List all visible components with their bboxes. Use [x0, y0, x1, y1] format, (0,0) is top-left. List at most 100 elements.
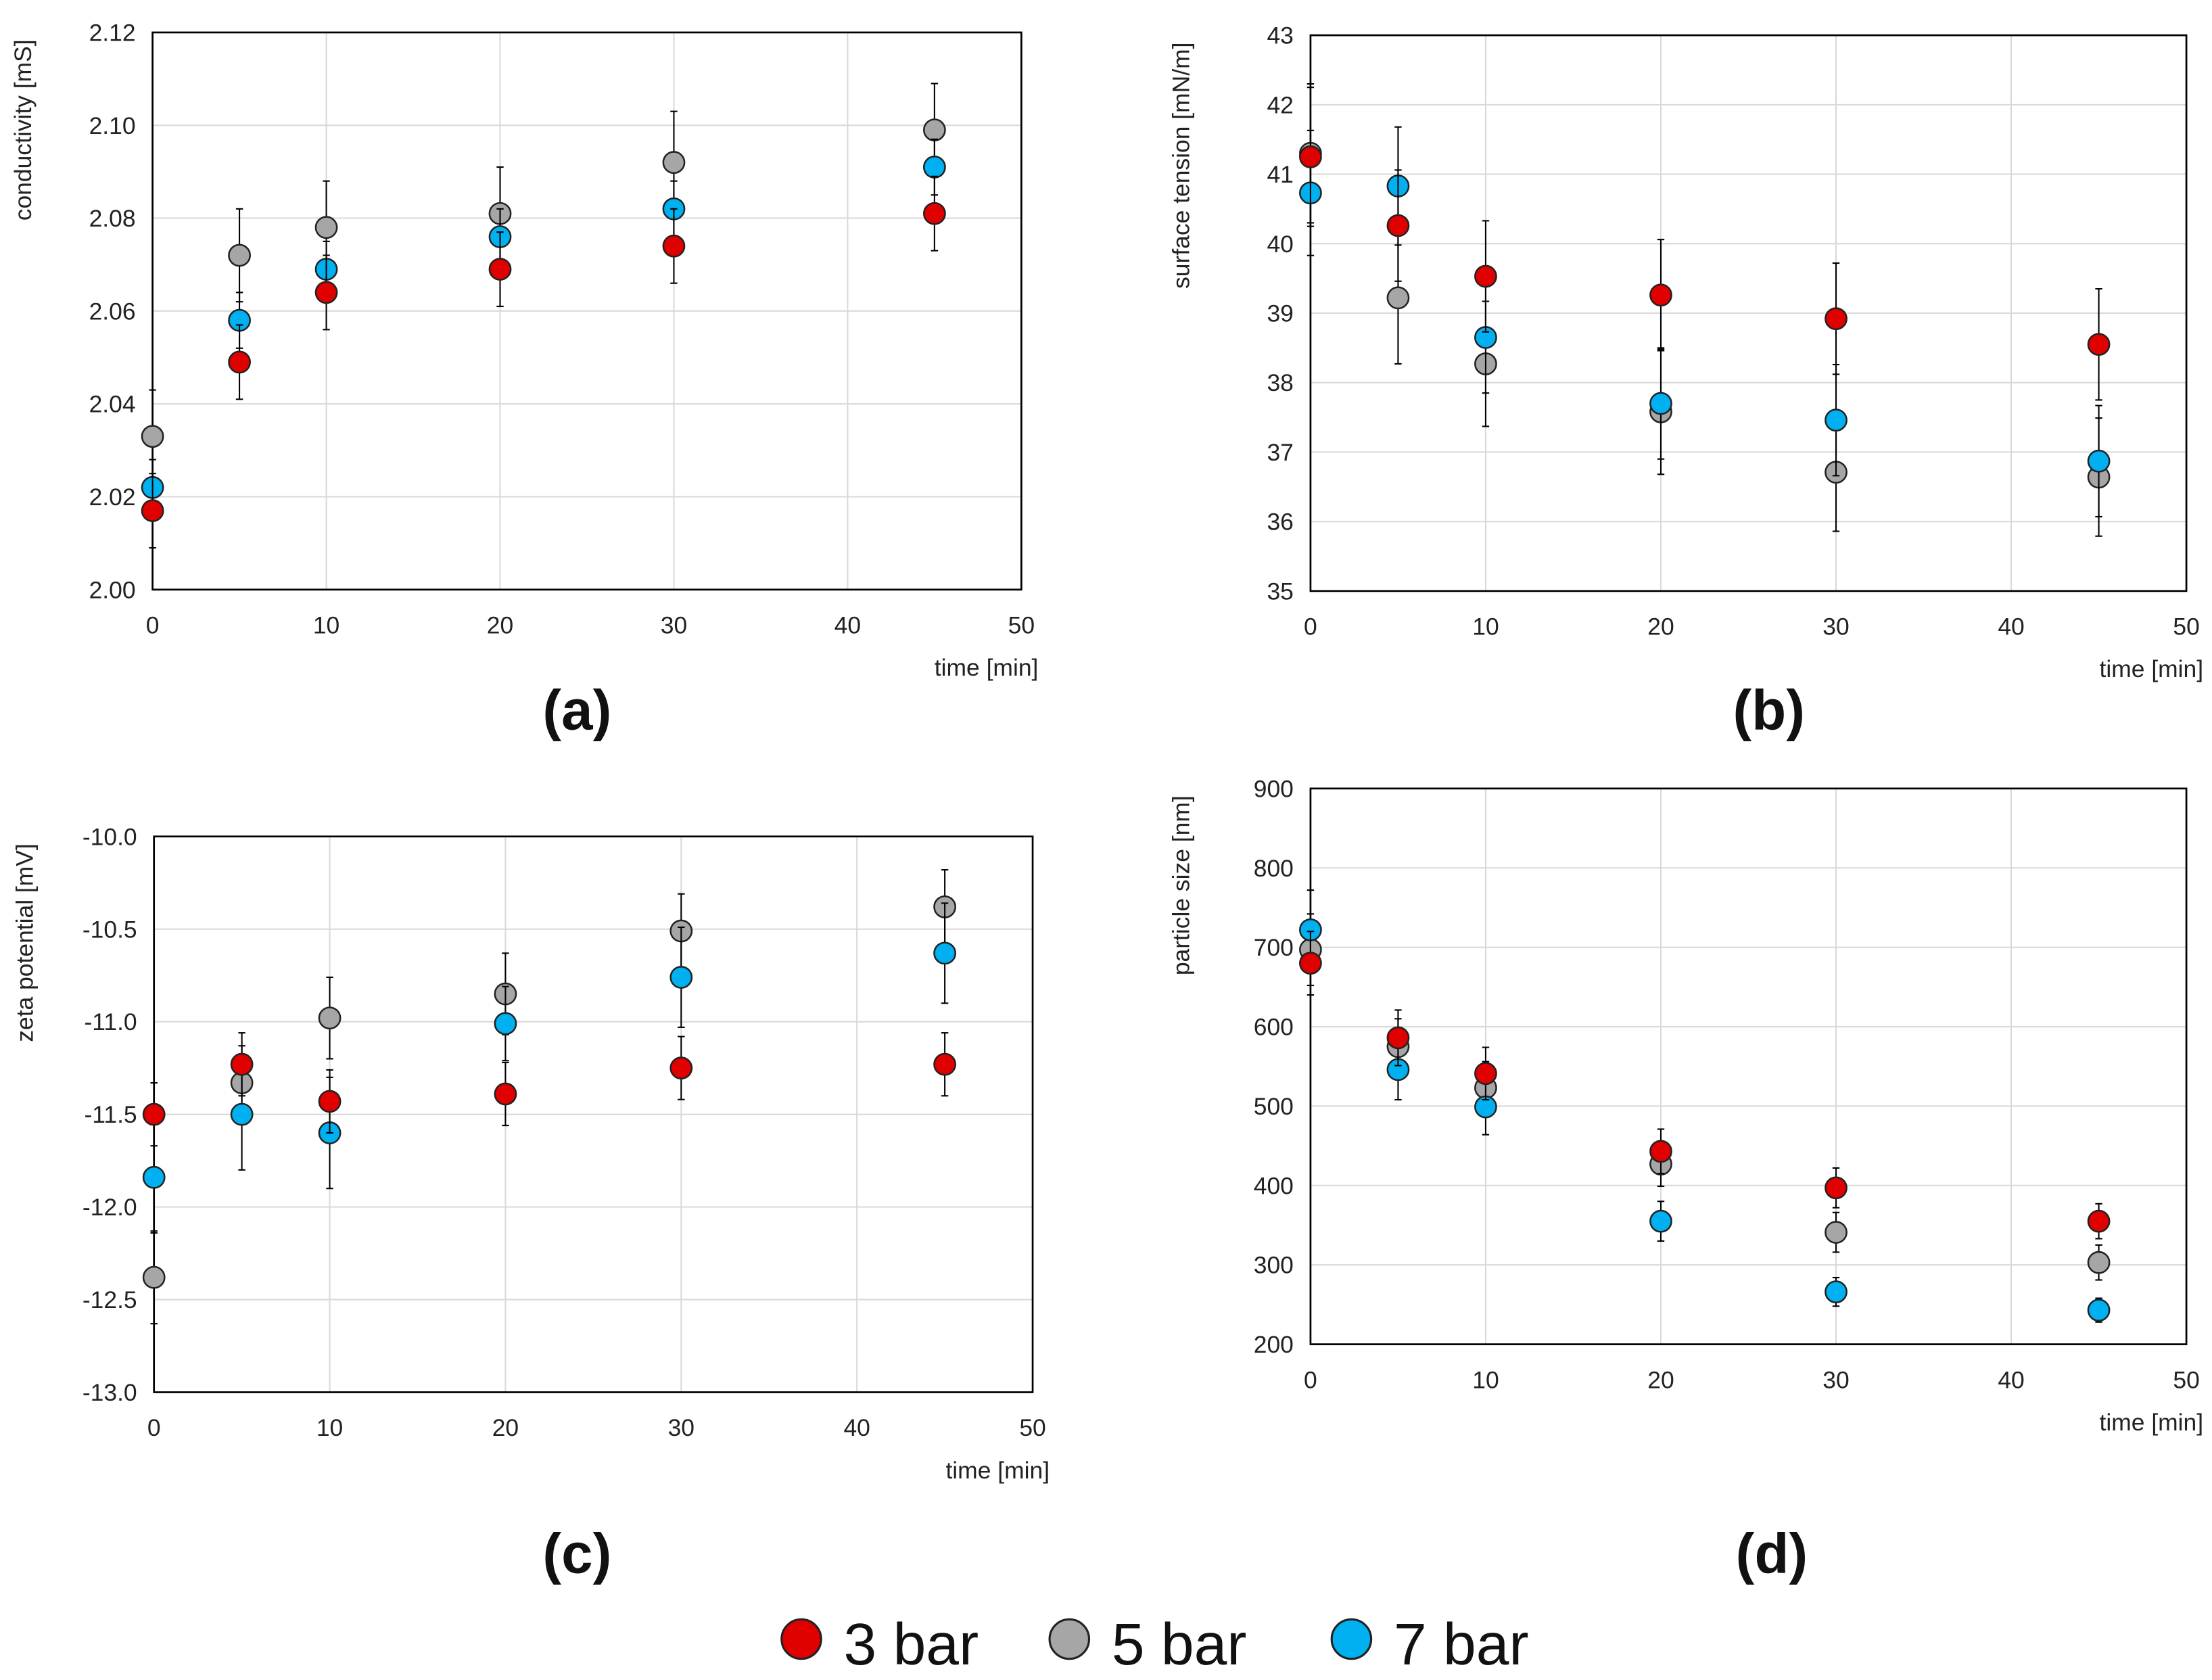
data-point [1299, 145, 1322, 168]
x-tick-label: 50 [2173, 613, 2199, 640]
chart-panel-b: 35 36 37 38 39 40 41 42 43 0 10 20 30 40 50 time [min] s… [1168, 22, 2204, 742]
x-tick-label: 0 [146, 611, 160, 638]
x-tick-label: 0 [1304, 613, 1317, 640]
data-point [2087, 1251, 2111, 1274]
plot-border [151, 31, 1022, 591]
y-tick-label: 2.10 [89, 112, 136, 139]
data-point [1649, 1209, 1672, 1233]
series-7-bar [1299, 126, 2111, 518]
legend-marker [1048, 1618, 1091, 1660]
data-point [1825, 1221, 1848, 1244]
legend-label: 3 bar [844, 1611, 979, 1677]
x-tick-label: 20 [1647, 613, 1674, 640]
y-tick-label: 42 [1267, 91, 1293, 118]
x-axis-label: time [min] [2100, 1409, 2204, 1436]
data-point [314, 216, 338, 239]
data-point [2087, 449, 2111, 473]
y-tick-label: 35 [1267, 578, 1293, 605]
x-tick-label: 30 [661, 611, 687, 638]
data-point [228, 350, 251, 374]
x-tick-label: 20 [1647, 1366, 1674, 1393]
series-3-bar [142, 1032, 957, 1147]
data-point [933, 941, 957, 965]
legend-label: 7 bar [1394, 1611, 1529, 1677]
legend-label: 5 bar [1112, 1611, 1247, 1677]
y-tick-label: 2.08 [89, 205, 136, 232]
y-tick-label: 43 [1267, 22, 1293, 49]
data-point [1386, 214, 1410, 237]
y-tick-label: -10.5 [83, 916, 137, 943]
y-tick-label: 700 [1254, 934, 1294, 961]
legend: 3 bar 5 bar 7 bar [780, 1611, 1529, 1677]
panel-label: (d) [1736, 1521, 1808, 1585]
x-tick-label: 40 [834, 611, 861, 638]
y-axis-label: surface tension [mN/m] [1168, 43, 1195, 289]
data-point [669, 1056, 693, 1080]
y-tick-label: 800 [1254, 855, 1294, 882]
panel-label: (c) [542, 1521, 611, 1585]
panel-label: (b) [1733, 678, 1806, 741]
y-tick-label: -10.0 [83, 823, 137, 850]
plot-border [1309, 34, 2188, 592]
data-point [2087, 1209, 2111, 1233]
y-tick-label: 500 [1254, 1093, 1294, 1120]
legend-item: 5 bar [1048, 1611, 1247, 1677]
x-tick-label: 50 [1008, 611, 1035, 638]
y-tick-label: -11.5 [85, 1101, 137, 1128]
x-tick-label: 10 [1472, 1366, 1499, 1393]
y-tick-label: 400 [1254, 1172, 1294, 1199]
y-tick-label: 2.02 [89, 484, 136, 511]
data-point [1474, 1062, 1497, 1086]
data-point [1825, 307, 1848, 331]
series-3-bar [141, 175, 946, 549]
chart-panel-d: 200 300 400 500 600 700 800 900 0 10 20 30 40 50 time … [1168, 775, 2204, 1585]
x-tick-label: 30 [1822, 1366, 1849, 1393]
data-point [1825, 1176, 1848, 1200]
x-tick-label: 40 [1998, 1366, 2024, 1393]
y-tick-label: 2.12 [89, 19, 136, 46]
y-tick-label: -12.5 [83, 1286, 137, 1313]
data-point [1299, 952, 1322, 975]
y-tick-label: 39 [1267, 300, 1293, 327]
y-tick-label: -11.0 [85, 1008, 137, 1035]
panel-label: (a) [542, 678, 611, 741]
data-point [314, 281, 338, 304]
x-tick-label: 40 [1998, 613, 2024, 640]
legend-item: 7 bar [1330, 1611, 1529, 1677]
data-point [2087, 1299, 2111, 1322]
y-tick-label: 36 [1267, 509, 1293, 536]
y-tick-label: 2.06 [89, 298, 136, 325]
data-point [922, 202, 946, 225]
data-point [230, 1052, 254, 1076]
data-point [2087, 333, 2111, 356]
y-tick-label: 2.00 [89, 576, 136, 603]
x-tick-label: 30 [1822, 613, 1849, 640]
y-axis-label: conductivity [mS] [9, 39, 37, 220]
x-tick-label: 50 [2173, 1366, 2199, 1393]
legend-marker [1330, 1618, 1373, 1660]
y-tick-label: 600 [1254, 1014, 1294, 1041]
x-tick-label: 20 [492, 1414, 519, 1441]
data-point [922, 156, 946, 179]
y-tick-label: 40 [1267, 231, 1293, 258]
data-point [1386, 1026, 1410, 1050]
data-point [1386, 286, 1410, 310]
data-point [1649, 392, 1672, 415]
x-tick-label: 20 [487, 611, 513, 638]
legend-marker [780, 1618, 822, 1660]
data-point [142, 1102, 166, 1126]
data-point [141, 499, 164, 522]
data-point [1474, 264, 1497, 288]
y-axis-label: zeta potential [mV] [11, 843, 38, 1042]
data-point [662, 234, 686, 258]
data-point [230, 1102, 254, 1126]
data-point [1649, 1140, 1672, 1163]
x-tick-label: 30 [668, 1414, 695, 1441]
data-point [488, 258, 512, 281]
x-tick-label: 0 [147, 1414, 161, 1441]
plot-area [1310, 788, 2187, 1345]
data-point [922, 118, 946, 142]
x-tick-label: 10 [313, 611, 339, 638]
y-tick-label: 2.04 [89, 391, 136, 418]
